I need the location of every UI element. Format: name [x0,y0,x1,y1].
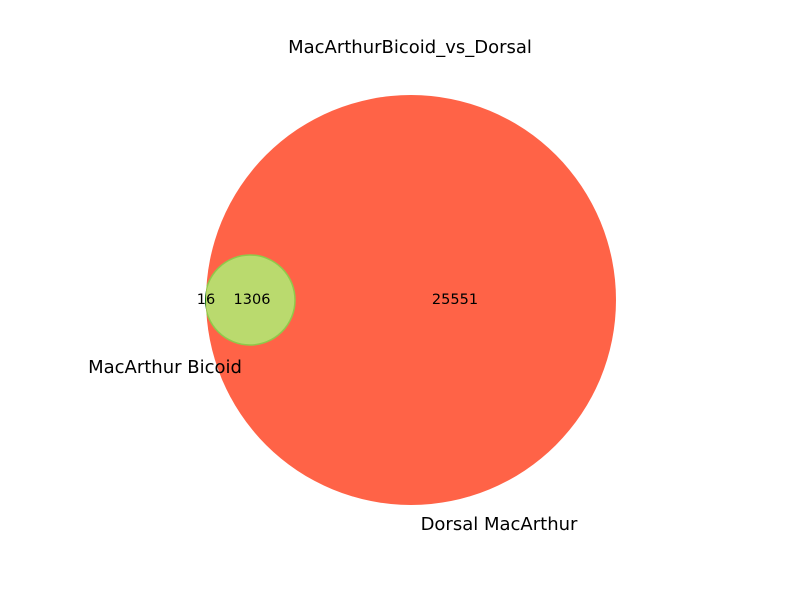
region-only-b-label: 25551 [432,292,478,308]
overlap-region [206,255,295,345]
set-b-circle [206,95,616,505]
region-overlap-label: 1306 [234,292,271,308]
set-b-label: Dorsal MacArthur [421,514,578,535]
set-a-label: MacArthur Bicoid [88,357,242,378]
region-only-a-label: 16 [197,292,215,308]
chart-title: MacArthurBicoid_vs_Dorsal [288,37,532,58]
overlap-outline [206,254,296,346]
